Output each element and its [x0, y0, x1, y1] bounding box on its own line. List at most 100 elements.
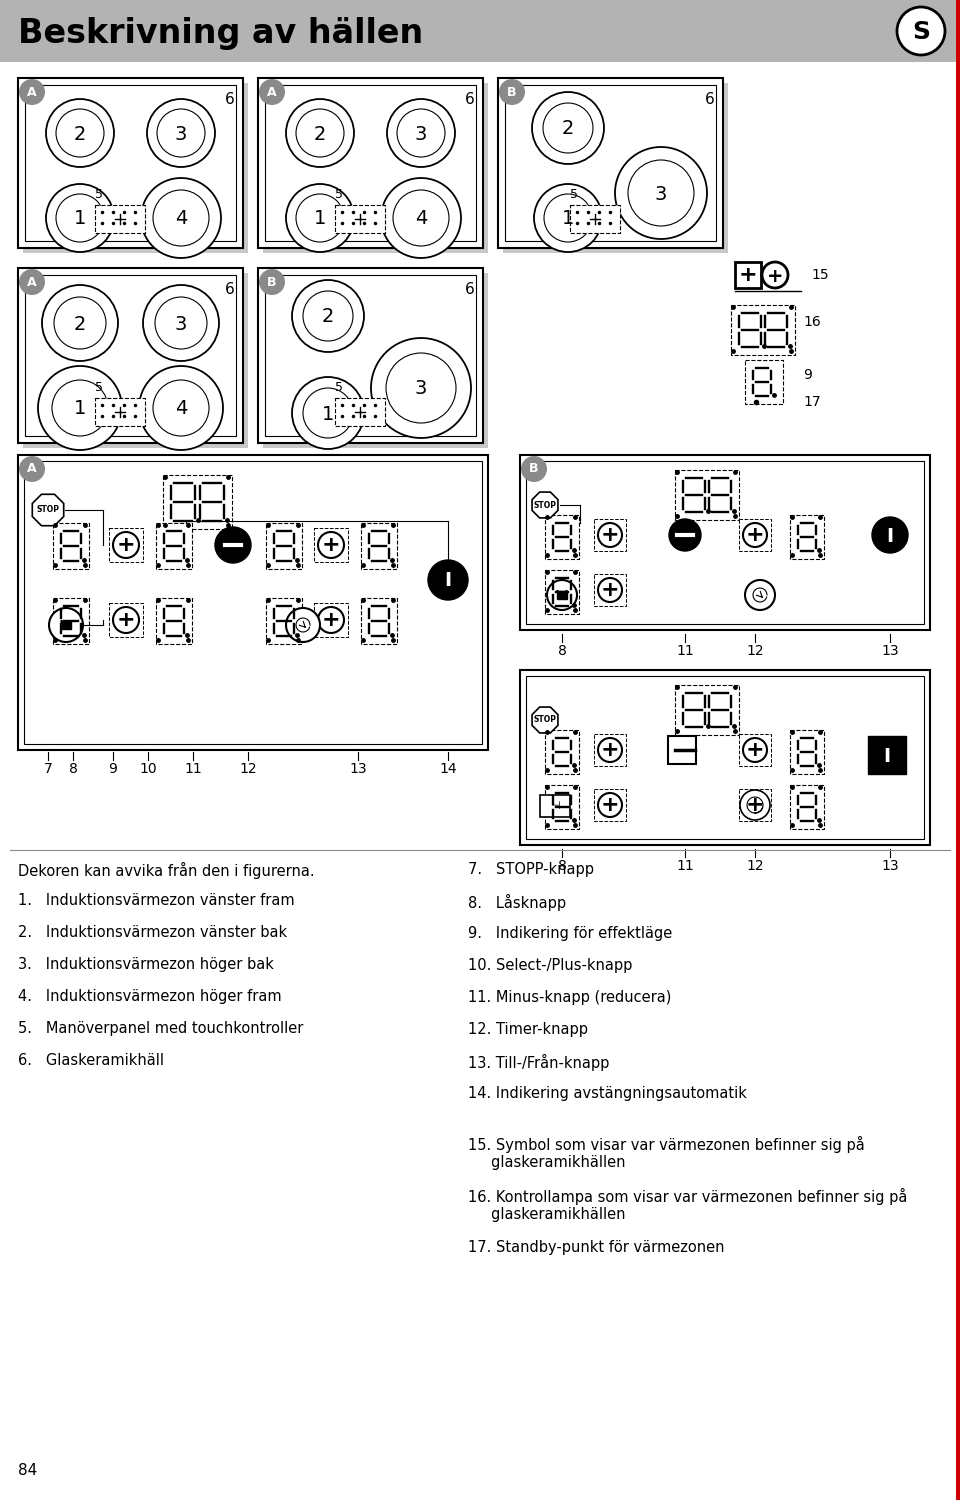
Circle shape [292, 280, 364, 352]
Bar [570, 206, 620, 232]
Bar [265, 274, 476, 436]
Text: +: + [117, 536, 135, 555]
Text: +: + [601, 525, 619, 544]
Text: 16: 16 [803, 315, 821, 328]
Circle shape [872, 518, 908, 554]
Circle shape [139, 366, 223, 450]
Circle shape [386, 352, 456, 423]
Text: 1: 1 [74, 210, 86, 228]
Text: 7.   STOPP-knapp: 7. STOPP-knapp [468, 862, 594, 877]
Circle shape [521, 456, 547, 482]
Bar [520, 670, 930, 844]
Circle shape [532, 92, 604, 164]
Text: 4.   Induktionsvärmezon höger fram: 4. Induktionsvärmezon höger fram [18, 988, 281, 1004]
Text: +: + [746, 525, 764, 544]
Bar [335, 206, 385, 232]
Circle shape [615, 147, 707, 238]
Bar [594, 519, 626, 550]
Bar [314, 603, 348, 638]
Circle shape [259, 80, 285, 105]
Text: 13: 13 [349, 762, 367, 776]
Bar [61, 621, 71, 628]
Circle shape [628, 160, 694, 226]
Text: 13. Till-/Från-knapp: 13. Till-/Från-knapp [468, 1054, 610, 1071]
Circle shape [745, 580, 775, 610]
Text: 5: 5 [335, 188, 343, 201]
Bar [314, 528, 348, 562]
Text: 16. Kontrollampa som visar var värmezonen befinner sig på
     glaskeramikhällen: 16. Kontrollampa som visar var värmezone… [468, 1188, 907, 1222]
Text: 10. Select-/Plus-knapp: 10. Select-/Plus-knapp [468, 958, 633, 974]
Bar [53, 598, 89, 644]
Bar [545, 730, 579, 774]
Text: 5: 5 [335, 381, 343, 394]
Text: 8: 8 [558, 859, 566, 873]
Bar [18, 268, 243, 442]
Text: 9.   Indikering för effektläge: 9. Indikering för effektläge [468, 926, 672, 940]
Bar [526, 460, 924, 624]
Bar [95, 206, 145, 232]
Text: 17. Standby-punkt för värmezonen: 17. Standby-punkt för värmezonen [468, 1240, 725, 1256]
Circle shape [303, 291, 353, 340]
Circle shape [318, 608, 344, 633]
Text: 6: 6 [226, 282, 235, 297]
Text: STOP: STOP [36, 506, 60, 515]
Bar [739, 734, 771, 766]
Bar [53, 524, 89, 568]
Text: 4: 4 [175, 399, 187, 418]
Circle shape [113, 608, 139, 633]
Text: 6: 6 [466, 282, 475, 297]
Circle shape [296, 110, 344, 158]
Circle shape [153, 380, 209, 436]
Text: +: + [601, 740, 619, 760]
Text: 3: 3 [415, 124, 427, 144]
Bar [526, 676, 924, 838]
Circle shape [743, 738, 767, 762]
Bar [594, 734, 626, 766]
Text: 4: 4 [415, 210, 427, 228]
Text: +: + [322, 536, 340, 555]
Text: ⊣: ⊣ [550, 801, 560, 812]
Text: I: I [444, 572, 451, 591]
Circle shape [296, 194, 344, 242]
Text: 4: 4 [175, 210, 187, 228]
Circle shape [19, 80, 45, 105]
Bar [156, 598, 192, 644]
Circle shape [762, 262, 788, 288]
Text: 2: 2 [74, 124, 86, 144]
Text: B: B [529, 462, 539, 476]
Bar [0, 0, 960, 62]
Bar [265, 86, 476, 242]
Text: STOP: STOP [534, 501, 557, 510]
Text: 1: 1 [74, 399, 86, 418]
Circle shape [669, 519, 701, 550]
Bar [739, 789, 771, 820]
Bar [163, 476, 232, 530]
Bar [156, 524, 192, 568]
Text: A: A [27, 86, 36, 99]
Bar [18, 78, 243, 248]
Bar [258, 78, 483, 248]
Polygon shape [532, 706, 558, 734]
Text: 84: 84 [18, 1462, 37, 1478]
Bar [23, 273, 248, 448]
Circle shape [598, 524, 622, 548]
Circle shape [292, 376, 364, 448]
Circle shape [286, 99, 354, 166]
Bar [109, 528, 143, 562]
Text: A: A [27, 462, 36, 476]
Circle shape [113, 532, 139, 558]
Text: +: + [601, 795, 619, 814]
Text: 15. Symbol som visar var värmezonen befinner sig på
     glaskeramikhällen: 15. Symbol som visar var värmezonen befi… [468, 1136, 865, 1170]
Text: 3: 3 [655, 184, 667, 204]
Circle shape [397, 110, 445, 158]
Text: 1: 1 [314, 210, 326, 228]
Text: 3: 3 [175, 315, 187, 333]
Text: 3.   Induktionsvärmezon höger bak: 3. Induktionsvärmezon höger bak [18, 957, 274, 972]
Text: 12: 12 [746, 859, 764, 873]
Circle shape [143, 285, 219, 362]
Text: 5: 5 [95, 188, 103, 201]
Circle shape [38, 366, 122, 450]
Circle shape [740, 790, 770, 820]
Text: 9: 9 [108, 762, 117, 776]
Bar [540, 795, 570, 818]
